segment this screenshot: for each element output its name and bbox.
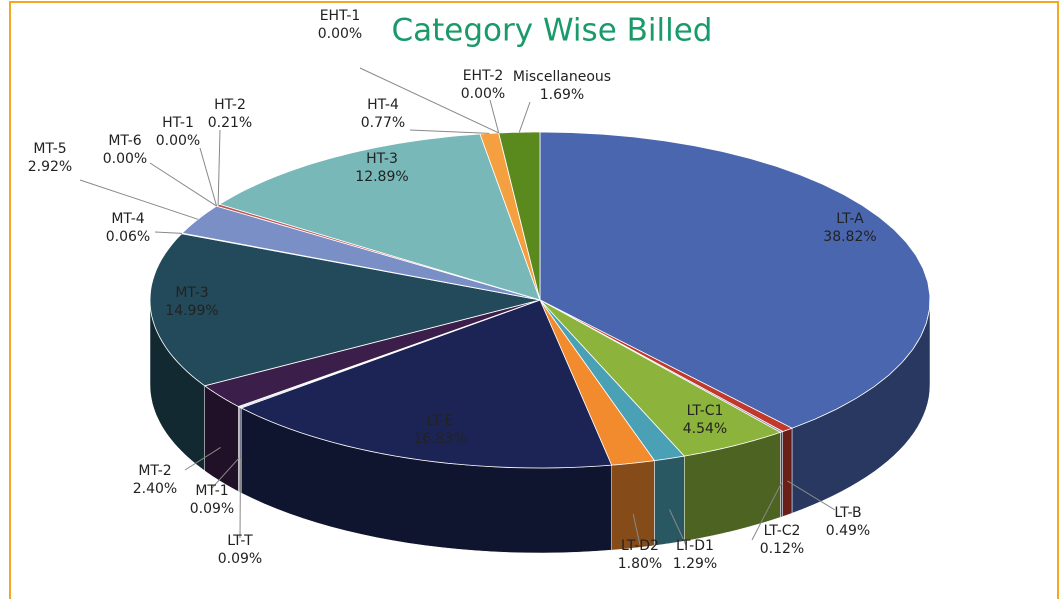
leader-line: [217, 129, 221, 206]
leader-line: [632, 513, 641, 546]
leader-line: [518, 101, 531, 133]
slice-label: EHT-2: [463, 68, 504, 84]
value-label: 0.77%: [361, 115, 405, 131]
slice-label: LT-D2: [621, 538, 659, 554]
pie-slice: [149, 233, 541, 387]
slice-label: MT-6: [108, 133, 141, 149]
leader-line: [787, 480, 836, 511]
value-label: 0.09%: [218, 551, 262, 567]
value-label: 4.54%: [683, 421, 727, 437]
pie-slice: [539, 131, 931, 429]
value-label: 1.80%: [618, 556, 662, 572]
slice-label: LT-E: [426, 413, 453, 429]
leader-line: [199, 147, 218, 207]
leader-line: [149, 162, 217, 207]
slice-label: HT-2: [214, 97, 246, 113]
frame: [9, 1, 1059, 599]
pie-side: [780, 431, 783, 518]
value-label: 0.21%: [208, 115, 252, 131]
slice-label: Miscellaneous: [513, 69, 611, 85]
slice-label: MT-3: [175, 285, 208, 301]
value-label: 0.00%: [461, 86, 505, 102]
slice-label: LT-D1: [676, 538, 714, 554]
value-label: 0.09%: [190, 501, 234, 517]
leader-line: [154, 231, 183, 234]
value-label: 16.83%: [413, 431, 466, 447]
value-label: 2.92%: [28, 159, 72, 175]
pie-slice: [539, 299, 782, 457]
leader-line: [184, 446, 221, 471]
value-label: 2.40%: [133, 481, 177, 497]
leader-line: [409, 129, 490, 134]
pie-slice: [539, 299, 794, 432]
leader-line: [489, 99, 500, 134]
pie-slice: [203, 299, 541, 407]
value-label: 0.00%: [318, 26, 362, 42]
slice-label: MT-5: [33, 141, 66, 157]
leader-line: [359, 67, 499, 134]
slice-label: HT-3: [366, 151, 398, 167]
slice-label: MT-2: [138, 463, 171, 479]
value-label: 1.29%: [673, 556, 717, 572]
value-label: 12.89%: [355, 169, 408, 185]
slice-label: LT-T: [227, 533, 253, 549]
leader-line: [211, 457, 240, 489]
slice-label: MT-1: [195, 483, 228, 499]
pie-side: [782, 427, 793, 517]
pie-slice: [539, 299, 686, 462]
leader-line: [239, 458, 241, 539]
value-label: 0.00%: [156, 133, 200, 149]
pie-side: [611, 460, 655, 551]
pie-slice: [539, 299, 656, 466]
slice-label: LT-A: [836, 211, 864, 227]
slice-label: HT-4: [367, 97, 399, 113]
value-label: 14.99%: [165, 303, 218, 319]
slice-label: EHT-1: [320, 8, 361, 24]
pie-slice: [240, 299, 613, 469]
leader-line: [751, 482, 782, 541]
slice-label: MT-4: [111, 211, 144, 227]
chart-title: Category Wise Billed: [392, 13, 713, 49]
value-label: 0.06%: [106, 229, 150, 245]
value-label: 0.00%: [103, 151, 147, 167]
value-label: 0.49%: [826, 523, 870, 539]
slice-label: LT-C1: [687, 403, 724, 419]
leader-line: [669, 509, 687, 546]
slice-label: LT-B: [834, 505, 861, 521]
value-label: 0.12%: [760, 541, 804, 557]
leader-line: [79, 179, 199, 220]
slice-label: LT-C2: [764, 523, 801, 539]
slice-label: HT-1: [162, 115, 194, 131]
value-label: 38.82%: [823, 229, 876, 245]
value-label: 1.69%: [540, 87, 584, 103]
pie-slice: [218, 133, 541, 301]
